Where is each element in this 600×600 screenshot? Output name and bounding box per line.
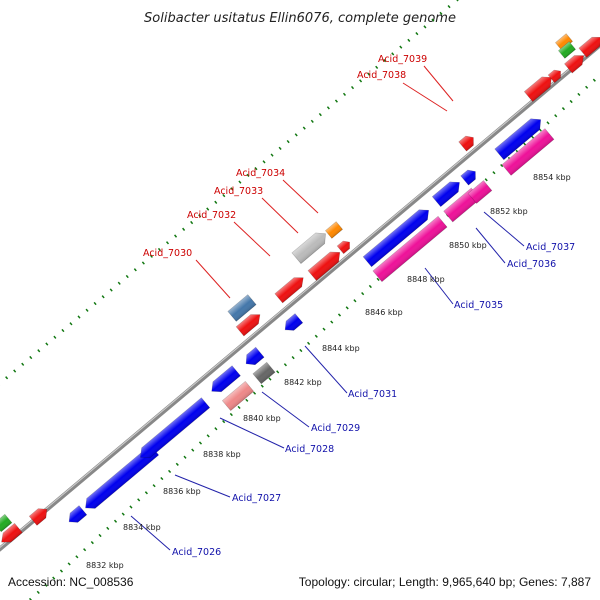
map-title: Solibacter usitatus Ellin6076, complete …: [144, 11, 456, 26]
gene-7038-block: [458, 135, 474, 152]
gene-top-red-2: [547, 69, 561, 84]
genome-backbone: [0, 43, 600, 552]
gene-7033b-block: [307, 251, 341, 281]
connector-acid-7031: [304, 345, 348, 394]
label-acid-7032: Acid_7032: [187, 210, 236, 221]
gene-7030b-block: [235, 314, 261, 337]
connector-acid-7035: [424, 267, 454, 305]
connector-acid-7029: [261, 391, 310, 428]
scale-tick-2: 8836 kbp: [163, 487, 201, 496]
backbone-highlight: [0, 43, 600, 548]
gene-7028-block: [140, 397, 211, 459]
dotted-line-1: [28, 73, 600, 600]
connector-acid-7033: [261, 197, 299, 234]
gene-7039-block-a: [494, 118, 542, 161]
gene-7034b-block: [336, 240, 350, 255]
connector-acid-7032: [233, 221, 271, 257]
backbone-line: [0, 43, 600, 552]
gene-7029-block-a: [211, 365, 241, 393]
gene-7032-block: [274, 277, 304, 304]
label-acid-7031: Acid_7031: [348, 389, 397, 400]
gene-left-green: [0, 513, 13, 533]
connector-acid-7027: [174, 474, 231, 498]
scale-tick-7: 8846 kbp: [365, 308, 403, 317]
connector-acid-7037: [483, 211, 525, 247]
label-acid-7039: Acid_7039: [378, 54, 427, 65]
connector-acid-7028: [219, 417, 285, 449]
scale-tick-5: 8842 kbp: [284, 378, 322, 387]
scale-ticks: 8832 kbp 8834 kbp 8836 kbp 8838 kbp 8840 kbp…: [86, 173, 571, 570]
gene-7027-block: [85, 444, 160, 509]
label-acid-7026: Acid_7026: [172, 547, 221, 558]
gene-left-red-1: [1, 522, 23, 543]
label-connectors: [130, 65, 525, 551]
gene-7031-block-c: [284, 313, 304, 331]
gene-top-red-3: [564, 55, 585, 74]
label-acid-7027: Acid_7027: [232, 493, 281, 504]
label-acid-7038: Acid_7038: [357, 70, 406, 81]
scale-tick-8: 8848 kbp: [407, 275, 445, 284]
label-acid-7033: Acid_7033: [214, 186, 263, 197]
label-acid-7036: Acid_7036: [507, 259, 556, 270]
gene-top-orange: [555, 33, 573, 51]
gene-7035-block-b: [372, 215, 448, 283]
scale-tick-4: 8840 kbp: [243, 414, 281, 423]
scale-tick-9: 8850 kbp: [449, 241, 487, 250]
scale-tick-11: 8854 kbp: [533, 173, 571, 182]
gene-7029-block-b: [221, 380, 255, 412]
connector-acid-7038: [402, 82, 448, 112]
gene-7030-block: [227, 294, 257, 322]
label-acid-7029: Acid_7029: [311, 423, 360, 434]
gene-7039-block-b: [501, 128, 555, 176]
connector-acid-7026: [130, 515, 171, 551]
label-acid-7030: Acid_7030: [143, 248, 192, 259]
gene-top-green: [558, 41, 576, 59]
label-acid-7037: Acid_7037: [526, 242, 575, 253]
scale-tick-10: 8852 kbp: [490, 207, 528, 216]
gene-7034-block: [325, 221, 343, 239]
gene-top-red-4: [578, 36, 600, 58]
scale-tick-1: 8834 kbp: [123, 523, 161, 532]
label-acid-7028: Acid_7028: [285, 444, 334, 455]
gene-top-red-1: [523, 76, 552, 103]
gene-7036-block-a: [431, 181, 460, 208]
label-acid-7034: Acid_7034: [236, 168, 285, 179]
gene-labels: Acid_7030 Acid_7032 Acid_7033 Acid_7034 Acid…: [143, 54, 575, 558]
gene-7026-block: [68, 505, 88, 523]
dotted-line-0: [0, 0, 460, 386]
connector-acid-7030: [195, 259, 231, 299]
scale-tick-3: 8838 kbp: [203, 450, 241, 459]
connector-acid-7034: [282, 179, 319, 214]
gene-7035-block-a: [362, 209, 429, 268]
connector-acid-7036: [475, 227, 506, 264]
label-acid-7035: Acid_7035: [454, 300, 503, 311]
gene-left-red-2: [28, 508, 48, 526]
genome-summary-text: Topology: circular; Length: 9,965,640 bp…: [299, 575, 592, 589]
gene-7031-block-a: [245, 346, 265, 366]
connector-acid-7039: [423, 65, 454, 102]
gene-7037-block-a: [460, 169, 476, 186]
scale-tick-0: 8832 kbp: [86, 561, 124, 570]
scale-tick-6: 8844 kbp: [322, 344, 360, 353]
gene-7031-block-b: [252, 361, 276, 385]
accession-text: Accession: NC_008536: [8, 575, 134, 589]
gene-7037-block-b: [467, 180, 493, 204]
gene-track: [0, 33, 600, 543]
gene-7033-block: [291, 232, 326, 264]
